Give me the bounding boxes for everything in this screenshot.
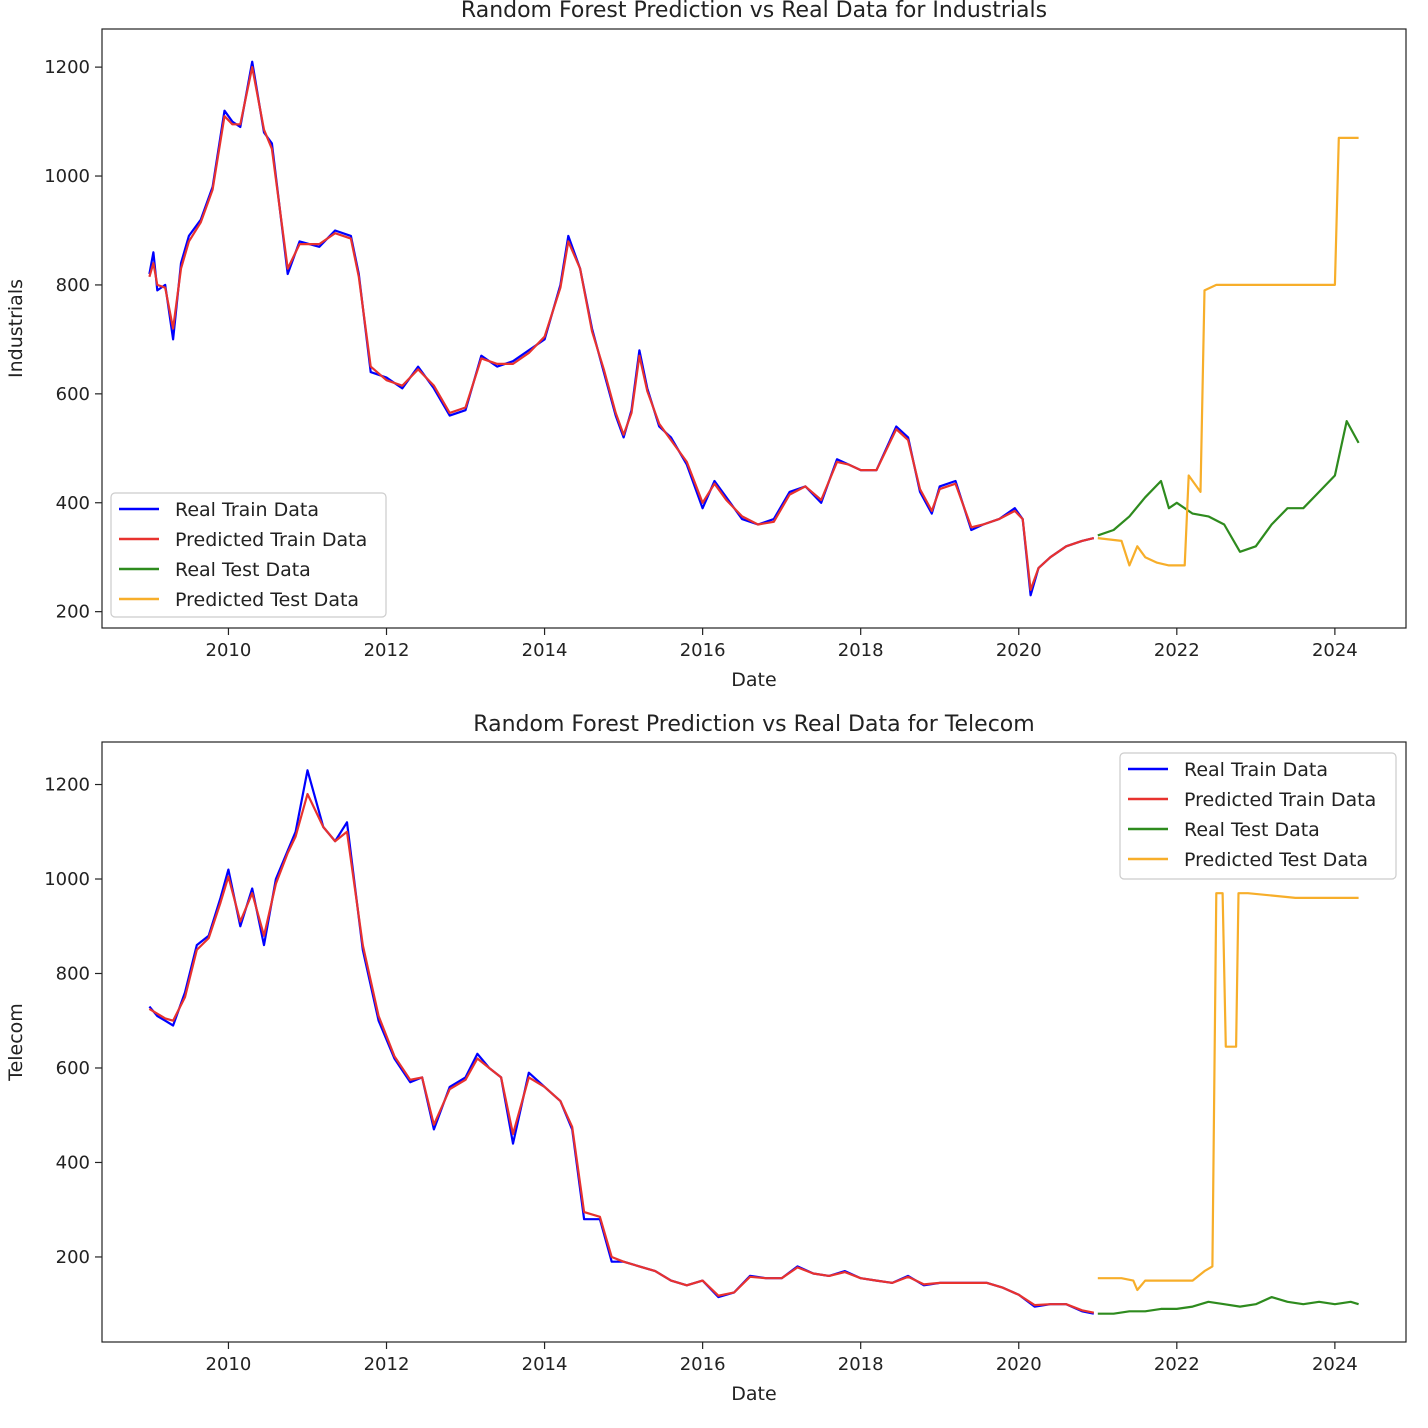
x-tick-label: 2018 bbox=[838, 1354, 884, 1375]
x-tick-label: 2018 bbox=[838, 640, 884, 661]
series-line-real-train-data bbox=[148, 769, 1095, 1315]
x-tick-label: 2012 bbox=[364, 1354, 410, 1375]
series-line-predicted-train-data bbox=[148, 65, 1095, 592]
y-tick-label: 200 bbox=[56, 602, 90, 623]
x-tick-label: 2022 bbox=[1154, 640, 1200, 661]
x-axis-label: Date bbox=[731, 669, 776, 691]
y-tick-label: 400 bbox=[56, 493, 90, 514]
y-tick-label: 1000 bbox=[44, 166, 90, 187]
x-axis-label: Date bbox=[731, 1383, 776, 1405]
telecom-chart: Random Forest Prediction vs Real Data fo… bbox=[5, 712, 1407, 1405]
y-tick-label: 1200 bbox=[44, 775, 90, 796]
y-tick-label: 1000 bbox=[44, 869, 90, 890]
series-line-predicted-test-data bbox=[1097, 136, 1359, 567]
y-tick-label: 800 bbox=[56, 275, 90, 296]
y-axis-label: Telecom bbox=[5, 1003, 27, 1082]
legend: Real Train Data Predicted Train Data Real … bbox=[1119, 752, 1397, 880]
legend-label: Real Test Data bbox=[1184, 819, 1320, 841]
chart-title: Random Forest Prediction vs Real Data fo… bbox=[473, 712, 1034, 737]
x-tick-label: 2020 bbox=[996, 1354, 1042, 1375]
industrials-chart: Random Forest Prediction vs Real Data fo… bbox=[5, 0, 1407, 691]
legend-label: Predicted Train Data bbox=[1184, 789, 1376, 811]
legend: Real Train Data Predicted Train Data Real … bbox=[110, 492, 387, 618]
legend-box bbox=[110, 492, 387, 618]
series-lines bbox=[148, 60, 1360, 597]
x-tick-label: 2022 bbox=[1154, 1354, 1200, 1375]
x-tick-label: 2010 bbox=[206, 1354, 252, 1375]
legend-label: Predicted Test Data bbox=[1184, 849, 1368, 871]
legend-label: Predicted Train Data bbox=[175, 529, 367, 551]
x-tick-label: 2016 bbox=[680, 640, 726, 661]
legend-label: Real Train Data bbox=[175, 499, 319, 521]
y-tick-label: 200 bbox=[56, 1247, 90, 1268]
x-tick-label: 2010 bbox=[206, 640, 252, 661]
x-tick-label: 2014 bbox=[522, 1354, 568, 1375]
y-tick-label: 600 bbox=[56, 384, 90, 405]
y-tick-label: 400 bbox=[56, 1152, 90, 1173]
legend-label: Predicted Test Data bbox=[175, 589, 359, 611]
legend-label: Real Train Data bbox=[1184, 759, 1328, 781]
y-tick-label: 1200 bbox=[44, 57, 90, 78]
y-tick-label: 600 bbox=[56, 1058, 90, 1079]
plot-frame bbox=[101, 28, 1407, 629]
legend-box bbox=[1119, 752, 1397, 880]
x-tick-label: 2014 bbox=[522, 640, 568, 661]
series-line-predicted-test-data bbox=[1097, 892, 1359, 1292]
x-tick-label: 2020 bbox=[996, 640, 1042, 661]
legend-label: Real Test Data bbox=[175, 559, 311, 581]
y-axis-label: Industrials bbox=[5, 279, 27, 378]
series-line-real-test-data bbox=[1097, 1295, 1359, 1315]
x-tick-label: 2012 bbox=[364, 640, 410, 661]
series-line-real-test-data bbox=[1097, 420, 1360, 553]
x-tick-label: 2024 bbox=[1312, 640, 1358, 661]
y-tick-label: 800 bbox=[56, 963, 90, 984]
series-lines bbox=[148, 769, 1359, 1315]
plot-frame bbox=[101, 741, 1407, 1343]
x-tick-label: 2024 bbox=[1312, 1354, 1358, 1375]
x-tick-label: 2016 bbox=[680, 1354, 726, 1375]
series-line-predicted-train-data bbox=[148, 792, 1095, 1314]
chart-title: Random Forest Prediction vs Real Data fo… bbox=[461, 0, 1047, 23]
